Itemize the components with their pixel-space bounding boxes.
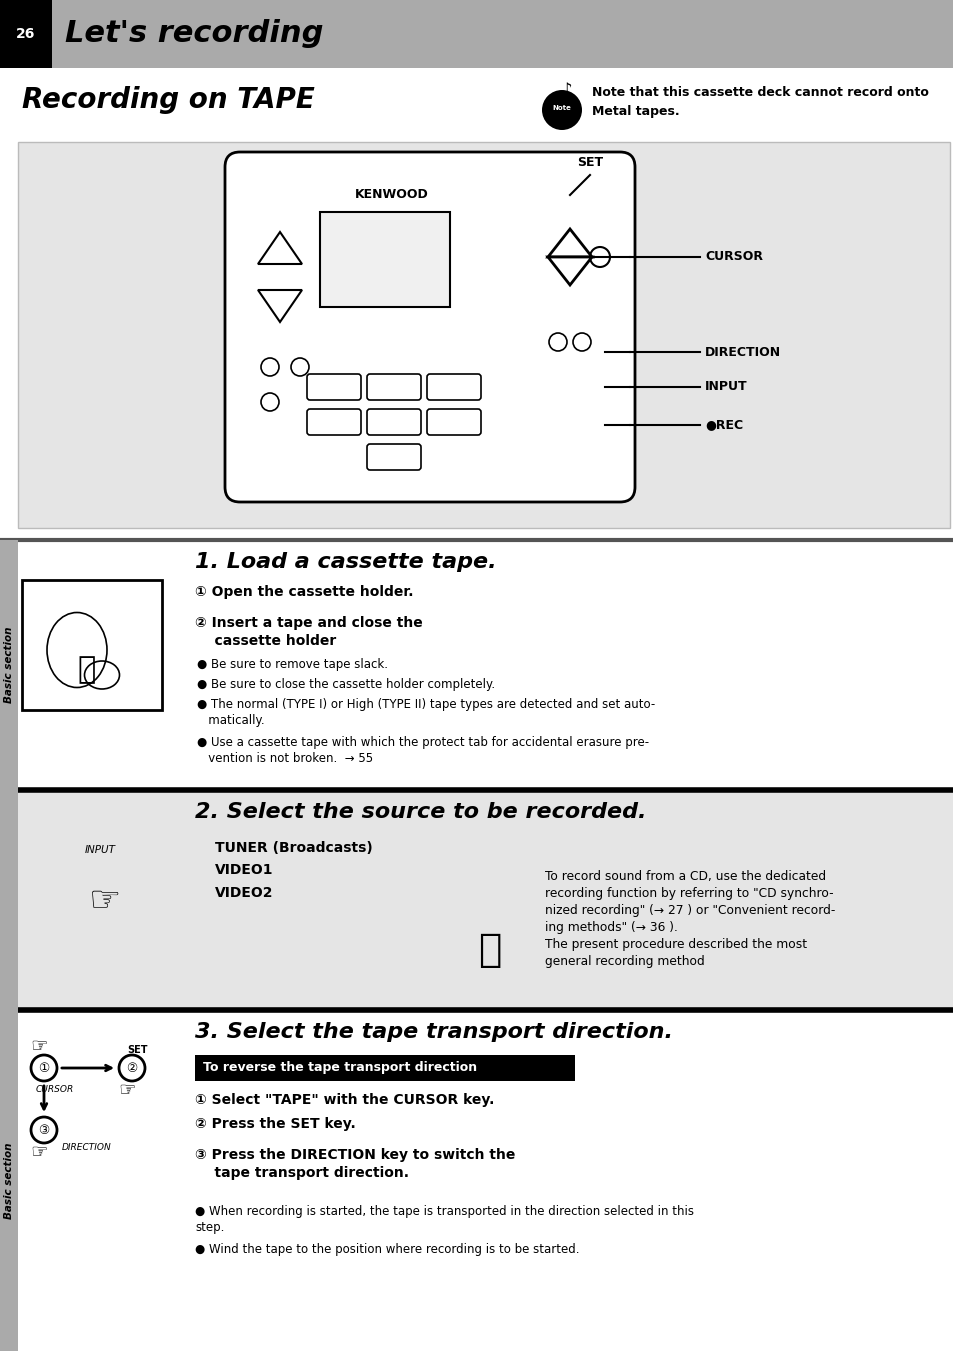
- Text: ①: ①: [38, 1062, 50, 1074]
- Text: DIRECTION: DIRECTION: [704, 346, 781, 358]
- Text: ① Open the cassette holder.: ① Open the cassette holder.: [194, 585, 413, 598]
- FancyBboxPatch shape: [225, 153, 635, 503]
- Text: To reverse the tape transport direction: To reverse the tape transport direction: [203, 1062, 476, 1074]
- Text: ☞: ☞: [30, 1036, 48, 1055]
- Text: Basic section: Basic section: [4, 627, 14, 704]
- Bar: [4, 4, 48, 63]
- Text: Let's recording: Let's recording: [65, 19, 323, 49]
- Bar: [0, 1011, 18, 1351]
- Text: 1. Load a cassette tape.: 1. Load a cassette tape.: [194, 553, 497, 571]
- Text: Recording on TAPE: Recording on TAPE: [22, 86, 314, 113]
- Text: ♪: ♪: [561, 81, 572, 99]
- Text: Basic section: Basic section: [4, 1142, 14, 1219]
- Text: TUNER (Broadcasts): TUNER (Broadcasts): [214, 842, 373, 855]
- Text: ③ Press the DIRECTION key to switch the
    tape transport direction.: ③ Press the DIRECTION key to switch the …: [194, 1148, 515, 1181]
- Text: SET: SET: [577, 155, 602, 169]
- Text: ① Select "TAPE" with the CURSOR key.: ① Select "TAPE" with the CURSOR key.: [194, 1093, 494, 1106]
- Bar: [22, 580, 162, 711]
- Text: ②: ②: [126, 1062, 137, 1074]
- Bar: [194, 1055, 575, 1081]
- Text: 🎭: 🎭: [477, 931, 501, 969]
- Text: ● Be sure to close the cassette holder completely.: ● Be sure to close the cassette holder c…: [196, 678, 495, 690]
- Text: ● When recording is started, the tape is transported in the direction selected i: ● When recording is started, the tape is…: [194, 1205, 693, 1233]
- Text: Note that this cassette deck cannot record onto
Metal tapes.: Note that this cassette deck cannot reco…: [592, 86, 928, 118]
- Text: ● The normal (TYPE I) or High (TYPE II) tape types are detected and set auto-
  : ● The normal (TYPE I) or High (TYPE II) …: [196, 698, 655, 727]
- Bar: [0, 790, 953, 1011]
- Text: CURSOR: CURSOR: [704, 250, 762, 263]
- Text: ● Use a cassette tape with which the protect tab for accidental erasure pre-
   : ● Use a cassette tape with which the pro…: [196, 736, 648, 765]
- Text: ✋: ✋: [78, 655, 96, 685]
- Text: ☞: ☞: [118, 1081, 135, 1100]
- Text: INPUT: INPUT: [704, 381, 747, 393]
- Text: ② Press the SET key.: ② Press the SET key.: [194, 1117, 355, 1131]
- Text: CURSOR: CURSOR: [36, 1085, 74, 1094]
- Text: VIDEO2: VIDEO2: [214, 886, 274, 900]
- Text: To record sound from a CD, use the dedicated
recording function by referring to : To record sound from a CD, use the dedic…: [544, 870, 835, 969]
- Text: ● Wind the tape to the position where recording is to be started.: ● Wind the tape to the position where re…: [194, 1243, 578, 1256]
- Bar: [319, 212, 450, 307]
- Bar: [0, 790, 18, 1011]
- Text: ☞: ☞: [30, 1143, 48, 1162]
- Text: ☞: ☞: [89, 884, 121, 917]
- Bar: [0, 540, 953, 790]
- Text: 2. Select the source to be recorded.: 2. Select the source to be recorded.: [194, 802, 646, 821]
- Text: KENWOOD: KENWOOD: [355, 189, 429, 201]
- Bar: [18, 142, 949, 528]
- Polygon shape: [547, 257, 592, 285]
- Bar: [0, 540, 18, 790]
- Text: ●REC: ●REC: [704, 419, 742, 431]
- Text: ② Insert a tape and close the
    cassette holder: ② Insert a tape and close the cassette h…: [194, 616, 422, 648]
- Text: INPUT: INPUT: [85, 844, 115, 855]
- Text: 26: 26: [16, 27, 35, 41]
- Text: VIDEO1: VIDEO1: [214, 863, 274, 877]
- Polygon shape: [547, 230, 592, 257]
- Text: SET: SET: [127, 1046, 148, 1055]
- Bar: [0, 0, 52, 68]
- Text: 3. Select the tape transport direction.: 3. Select the tape transport direction.: [194, 1021, 672, 1042]
- Text: ③: ③: [38, 1124, 50, 1136]
- Bar: [0, 0, 953, 68]
- Circle shape: [541, 91, 581, 130]
- Text: DIRECTION: DIRECTION: [62, 1143, 112, 1152]
- Text: ● Be sure to remove tape slack.: ● Be sure to remove tape slack.: [196, 658, 388, 671]
- Bar: [0, 1011, 953, 1351]
- Text: Note: Note: [552, 105, 571, 111]
